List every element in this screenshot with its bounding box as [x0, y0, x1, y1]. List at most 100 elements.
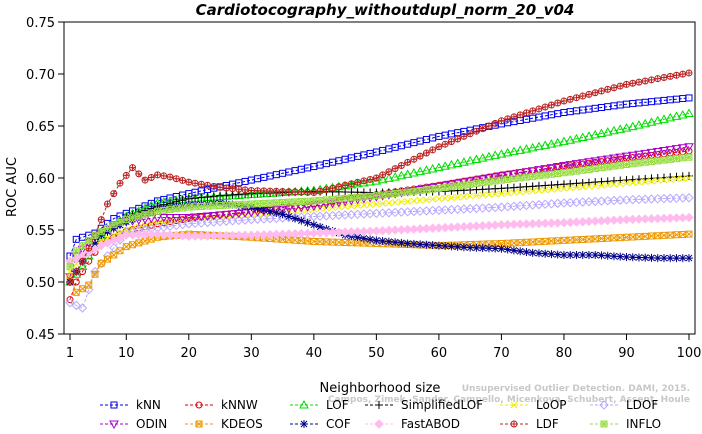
series-ldof: [65, 193, 694, 313]
data-point: [510, 239, 518, 247]
data-point: [684, 193, 694, 203]
data-point: [300, 420, 308, 428]
data-point: [221, 191, 232, 200]
data-point: [434, 241, 443, 250]
data-point: [191, 179, 199, 187]
data-point: [384, 173, 394, 182]
data-point: [479, 191, 487, 199]
data-point: [646, 148, 657, 158]
data-point: [597, 251, 606, 260]
data-point: [677, 144, 688, 153]
data-point: [410, 187, 418, 195]
data-point: [522, 109, 530, 117]
data-point: [297, 216, 306, 225]
data-point: [77, 261, 88, 270]
data-point: [359, 234, 368, 243]
data-point: [185, 178, 193, 186]
data-point: [604, 163, 612, 171]
data-point: [685, 254, 693, 263]
data-point: [266, 207, 275, 216]
data-point: [622, 253, 631, 262]
data-point: [654, 157, 662, 165]
data-point: [466, 180, 474, 188]
data-point: [496, 172, 507, 181]
data-point: [671, 145, 682, 154]
data-point: [521, 144, 532, 153]
data-point: [165, 214, 175, 223]
data-point: [648, 177, 655, 185]
data-point: [553, 250, 562, 259]
data-point: [552, 163, 563, 172]
data-point: [72, 288, 80, 296]
data-point: [278, 210, 287, 219]
data-point: [629, 79, 637, 87]
watermark-line-1: Unsupervised Outlier Detection. DAMI, 20…: [462, 384, 690, 394]
data-point: [409, 168, 419, 177]
data-point: [304, 188, 312, 196]
data-point: [85, 236, 93, 244]
legend-label: LDF: [536, 417, 559, 431]
data-point: [341, 238, 349, 246]
data-point: [472, 243, 481, 252]
data-point: [79, 285, 87, 293]
data-point: [671, 193, 682, 203]
data-point: [591, 250, 600, 259]
x-tick-label: 10: [118, 346, 135, 361]
data-point: [404, 158, 412, 166]
data-point: [215, 211, 225, 220]
data-point: [429, 185, 437, 193]
data-point: [422, 149, 430, 157]
legend-label: INFLO: [626, 417, 661, 431]
data-point: [577, 132, 588, 142]
data-point: [546, 164, 557, 173]
legend-item-cof: COF: [290, 417, 351, 431]
data-point: [491, 119, 499, 127]
data-point: [391, 189, 399, 197]
data-point: [654, 75, 662, 83]
data-point: [221, 210, 232, 220]
data-point: [259, 206, 268, 215]
data-point: [665, 193, 675, 204]
data-point: [678, 254, 687, 263]
data-point: [677, 109, 688, 119]
data-point: [679, 154, 687, 162]
data-point: [502, 219, 513, 230]
data-point: [159, 229, 169, 240]
data-point: [310, 189, 318, 196]
data-point: [416, 197, 424, 204]
legend-item-simplifiedlof: SimplifiedLOF: [365, 398, 483, 412]
data-point: [171, 214, 182, 223]
data-point: [441, 140, 449, 148]
data-point: [210, 202, 218, 210]
legend-label: LDOF: [626, 398, 658, 412]
data-point: [641, 178, 649, 185]
data-point: [335, 195, 343, 203]
data-point: [304, 197, 312, 205]
data-point: [535, 105, 543, 113]
data-point: [379, 200, 386, 207]
data-point: [529, 107, 537, 115]
data-point: [398, 198, 405, 206]
data-point: [204, 181, 212, 189]
data-point: [427, 163, 438, 173]
data-point: [135, 212, 143, 220]
data-point: [422, 240, 431, 249]
data-point: [315, 228, 325, 238]
data-point: [466, 243, 475, 252]
data-point: [72, 278, 80, 286]
data-point: [616, 161, 624, 169]
data-point: [183, 214, 194, 223]
data-point: [635, 178, 643, 186]
data-point: [410, 155, 418, 163]
data-point: [565, 161, 576, 170]
data-point: [409, 239, 418, 248]
data-point: [321, 227, 332, 238]
data-point: [427, 183, 438, 193]
data-point: [366, 201, 374, 208]
legend-label: kNNW: [221, 398, 258, 412]
data-point: [647, 158, 655, 166]
data-point: [72, 247, 80, 255]
data-point: [659, 193, 669, 204]
data-point: [97, 259, 105, 267]
data-point: [473, 192, 480, 200]
